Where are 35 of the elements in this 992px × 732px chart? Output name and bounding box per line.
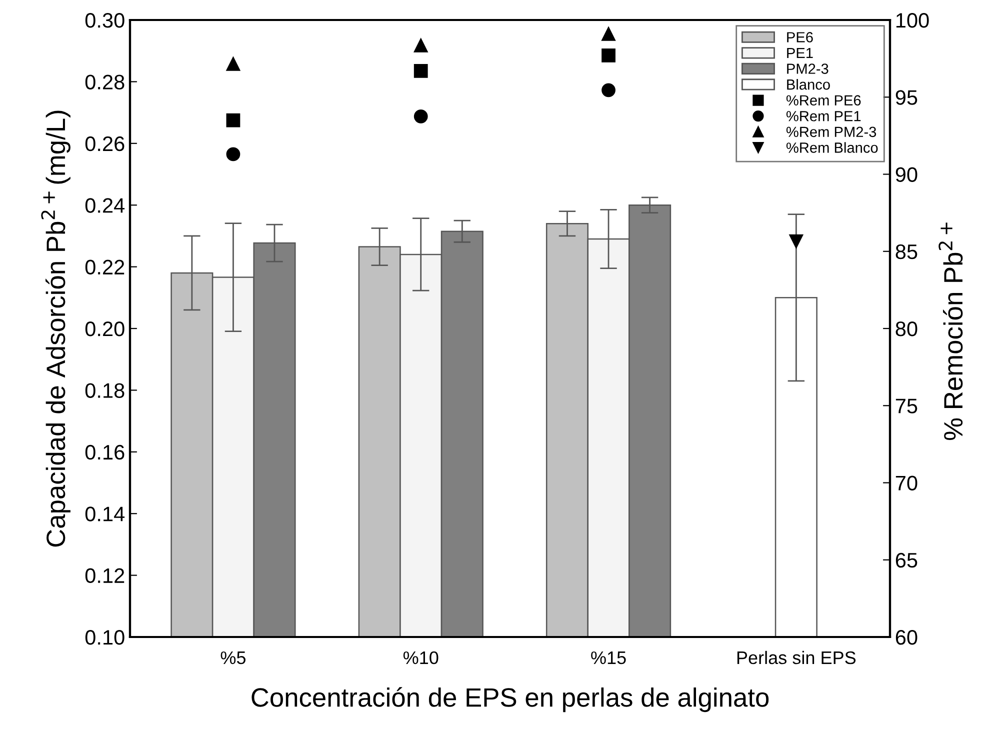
x-tick-label: %5: [220, 651, 246, 664]
x-tick-label: %10: [403, 651, 438, 664]
y2-axis-title: % Remoción Pb$^{2+}$: [938, 222, 963, 440]
y-tick-label: 0.28: [85, 74, 124, 90]
y-tick-label: 0.20: [85, 322, 124, 336]
y2-tick-label: 65: [896, 552, 918, 568]
legend-label: PE1: [787, 48, 813, 58]
y2-tick-label: 100: [896, 13, 929, 28]
y2-tick-label: 95: [896, 90, 918, 105]
y-tick-label: 0.26: [85, 136, 124, 152]
y2-tick-label: 60: [896, 630, 918, 645]
y2-tick-label: 75: [896, 398, 918, 414]
y2-tick-label: 70: [896, 476, 918, 491]
y-tick-label: 0.12: [85, 568, 124, 584]
legend-label: PE6: [787, 32, 813, 42]
legend-label: PM2-3: [787, 64, 828, 74]
y-tick-label: 0.30: [85, 13, 124, 28]
legend-label: %Rem Blanco: [786, 142, 878, 153]
y-tick-label: 0.10: [85, 630, 124, 645]
y-tick-label: 0.18: [85, 383, 124, 398]
x-axis-title: Concentración de EPS en perlas de alginato: [252, 687, 769, 712]
y2-tick-label: 80: [896, 322, 918, 336]
y-axis-title: Capacidad de Adsorción Pb$^{2+}$(mg/L): [41, 110, 70, 547]
y-tick-label: 0.14: [85, 506, 125, 522]
y2-tick-label: 85: [896, 244, 918, 260]
legend-label: %Rem PE6: [786, 95, 861, 106]
y-tick-label: 0.24: [85, 198, 125, 213]
y-tick-label: 0.16: [85, 444, 124, 460]
y-tick-label: 0.22: [85, 260, 124, 275]
x-tick-label: Perlas sin EPS: [737, 650, 856, 664]
y2-tick-label: 90: [896, 167, 918, 182]
x-tick-label: %15: [591, 651, 626, 664]
legend-label: %Rem PE1: [786, 111, 861, 122]
legend-label: Blanco: [787, 79, 830, 90]
legend-label: %Rem PM2-3: [786, 126, 876, 138]
